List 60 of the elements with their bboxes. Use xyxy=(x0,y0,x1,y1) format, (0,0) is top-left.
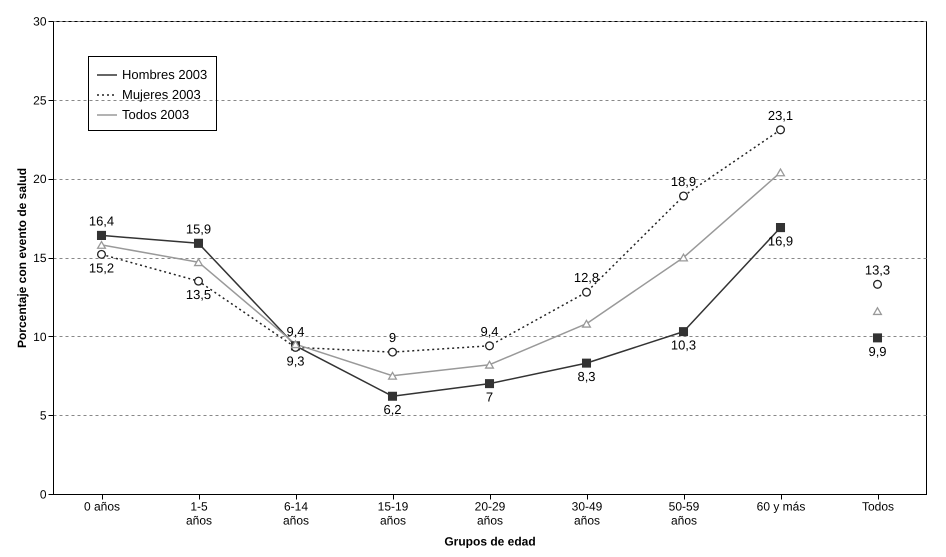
data-label: 9,4 xyxy=(286,324,305,339)
x-tick-label: 30-49 años xyxy=(572,500,603,528)
point xyxy=(194,238,204,248)
data-label: 13,5 xyxy=(186,287,212,302)
point xyxy=(678,253,688,262)
x-tick-label: 20-29 años xyxy=(474,500,506,528)
point xyxy=(484,379,494,388)
point xyxy=(776,125,786,134)
point xyxy=(776,223,786,232)
x-tick-label: Todos xyxy=(862,500,894,514)
point xyxy=(96,240,106,249)
point xyxy=(388,372,398,380)
y-tick-label: 30 xyxy=(33,14,47,28)
data-label: 16,4 xyxy=(88,213,114,228)
data-label: 15,2 xyxy=(88,260,114,276)
data-label: 9,3 xyxy=(286,353,305,368)
y-tick-label: 25 xyxy=(33,93,47,108)
point xyxy=(484,360,494,369)
x-axis-title: Grupos de edad xyxy=(444,534,536,548)
x-tick-label: 1-5 años xyxy=(186,500,212,528)
y-tick-label: 15 xyxy=(33,251,47,265)
y-axis-title: Porcentaje con evento de salud xyxy=(15,168,30,348)
point xyxy=(388,392,398,401)
x-tick-label: 6-14 años xyxy=(282,500,310,528)
x-tick-label: 0 años xyxy=(84,500,120,514)
data-label: 7 xyxy=(486,390,494,405)
data-label: 18,9 xyxy=(670,174,696,190)
y-tick-label: 20 xyxy=(33,172,47,186)
data-label: 13,3 xyxy=(864,262,890,278)
legend-label: Mujeres 2003 xyxy=(122,87,201,102)
y-tick-label: 10 xyxy=(33,330,47,344)
data-label: 9,9 xyxy=(868,344,887,359)
data-label: 9 xyxy=(388,330,396,346)
data-label: 15,9 xyxy=(186,221,212,236)
point xyxy=(582,358,592,368)
point xyxy=(678,327,688,336)
point xyxy=(96,250,106,259)
y-tick-label: 0 xyxy=(40,488,47,502)
data-label: 8,3 xyxy=(577,369,596,384)
data-label: 16,9 xyxy=(768,234,794,249)
data-label: 10,3 xyxy=(670,338,696,353)
data-label: 12,8 xyxy=(574,270,600,286)
legend-label: Todos 2003 xyxy=(122,107,190,122)
x-tick-label: 15-19 años xyxy=(378,500,409,528)
point xyxy=(582,288,592,297)
point xyxy=(776,168,786,176)
data-label: 9,4 xyxy=(480,324,499,339)
point xyxy=(484,341,494,350)
data-label: 6,2 xyxy=(383,402,402,418)
point xyxy=(96,230,106,240)
point xyxy=(194,276,204,286)
data-label: 23,1 xyxy=(768,108,794,123)
x-tick-label: 60 y más xyxy=(756,500,806,514)
y-tick-label: 5 xyxy=(40,408,47,423)
x-tick-label: 50-59 años xyxy=(668,500,700,528)
point xyxy=(678,191,688,201)
legend-label: Hombres 2003 xyxy=(122,67,208,82)
point xyxy=(194,258,204,266)
point xyxy=(388,348,398,357)
point xyxy=(582,320,592,328)
